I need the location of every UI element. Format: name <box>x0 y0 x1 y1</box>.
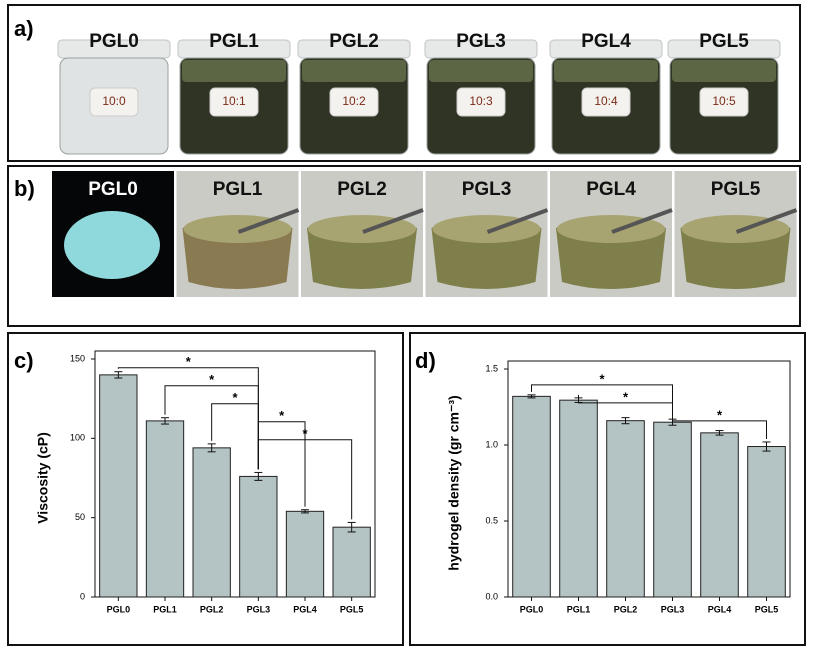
jar-tag-text: 10:0 <box>102 94 126 108</box>
significance-star: * <box>186 354 192 369</box>
jar-tag <box>581 87 631 117</box>
tweezer <box>735 208 798 234</box>
y-tick-label: 100 <box>70 433 85 443</box>
panel-label: b) <box>14 176 35 201</box>
sample-label: PGL5 <box>711 179 761 200</box>
x-tick-label: PGL1 <box>153 604 177 614</box>
error-bar <box>621 417 630 425</box>
x-tick-label: PGL1 <box>567 604 591 614</box>
bar <box>285 510 325 598</box>
sample-label: PGL1 <box>213 179 263 200</box>
bar <box>512 395 551 598</box>
x-tick-label: PGL5 <box>340 604 364 614</box>
sample-label: PGL4 <box>586 179 636 200</box>
sample-label: PGL2 <box>329 31 379 52</box>
jar-tag <box>89 87 139 117</box>
significance-star: * <box>209 372 215 387</box>
jar-gel-top <box>554 60 658 82</box>
sample-label: PGL5 <box>699 31 749 52</box>
tweezer <box>486 208 549 234</box>
tweezer <box>611 208 673 234</box>
error-bar <box>715 430 724 436</box>
tweezer <box>237 208 300 234</box>
y-tick-label: 1.5 <box>485 363 498 373</box>
x-tick-label: PGL4 <box>708 604 732 614</box>
significance-star: * <box>717 407 723 422</box>
y-axis-label: hydrogel density (gr cm⁻³) <box>446 395 462 570</box>
x-tick-label: PGL0 <box>107 604 131 614</box>
y-tick-label: 0 <box>80 591 85 601</box>
jar-gel-top <box>672 60 776 82</box>
x-tick-label: PGL0 <box>520 604 544 614</box>
error-bar <box>254 471 263 481</box>
bar <box>145 420 185 598</box>
significance-bracket <box>578 394 673 417</box>
gel <box>64 211 160 279</box>
jar-tag-text: 10:3 <box>469 94 493 108</box>
jar-tag-text: 10:1 <box>222 94 246 108</box>
significance-bracket <box>531 384 673 417</box>
x-tick-label: PGL2 <box>614 604 638 614</box>
error-bar <box>114 371 123 379</box>
error-bar <box>527 394 536 399</box>
bar <box>99 374 138 598</box>
sample-label: PGL0 <box>88 179 138 200</box>
sample-label: PGL0 <box>89 31 139 52</box>
bar <box>606 420 645 598</box>
jar-tag <box>699 87 749 117</box>
bar <box>653 421 692 598</box>
significance-star: * <box>232 390 238 405</box>
jar-tag-text: 10:4 <box>594 94 618 108</box>
sample-label: PGL4 <box>581 31 631 52</box>
error-bar <box>207 443 216 453</box>
bar <box>332 526 371 598</box>
error-bar <box>161 417 169 425</box>
significance-star: * <box>623 389 629 404</box>
significance-star: * <box>302 426 308 441</box>
jar-tag <box>329 87 379 117</box>
significance-star: * <box>279 408 285 423</box>
significance-star: * <box>599 371 605 386</box>
panel-label: d) <box>415 348 436 373</box>
error-bar <box>301 509 309 514</box>
x-tick-label: PGL3 <box>661 604 685 614</box>
sample-label: PGL3 <box>462 179 512 200</box>
bar <box>700 432 739 598</box>
jar-tag <box>456 87 506 117</box>
jar-gel-top <box>182 60 286 82</box>
x-tick-label: PGL2 <box>200 604 224 614</box>
panel-label: c) <box>14 348 34 373</box>
plot-frame <box>507 360 791 598</box>
y-tick-label: 50 <box>75 512 85 522</box>
sample-label: PGL3 <box>456 31 506 52</box>
bar <box>747 446 786 598</box>
jar-tag <box>209 87 259 117</box>
x-tick-label: PGL3 <box>247 604 271 614</box>
jar-gel-top <box>429 60 533 82</box>
x-tick-label: PGL4 <box>293 604 317 614</box>
bar <box>239 475 278 598</box>
y-tick-label: 150 <box>70 353 85 363</box>
plot-frame <box>94 350 376 598</box>
y-tick-label: 0.0 <box>485 591 498 601</box>
x-tick-label: PGL5 <box>755 604 779 614</box>
panel-label: a) <box>14 16 34 41</box>
y-tick-label: 1.0 <box>485 439 498 449</box>
tweezer <box>362 208 424 234</box>
jar-tag-text: 10:5 <box>712 94 736 108</box>
y-axis-label: Viscosity (cP) <box>35 432 51 524</box>
sample-label: PGL2 <box>337 179 387 200</box>
significance-bracket <box>672 416 767 439</box>
error-bar <box>347 521 356 533</box>
jar-gel-top <box>302 60 406 82</box>
y-tick-label: 0.5 <box>485 515 498 525</box>
jar-tag-text: 10:2 <box>342 94 366 108</box>
bar <box>192 447 231 598</box>
error-bar <box>762 441 771 452</box>
sample-label: PGL1 <box>209 31 259 52</box>
significance-bracket <box>257 439 353 520</box>
bar <box>559 399 598 598</box>
